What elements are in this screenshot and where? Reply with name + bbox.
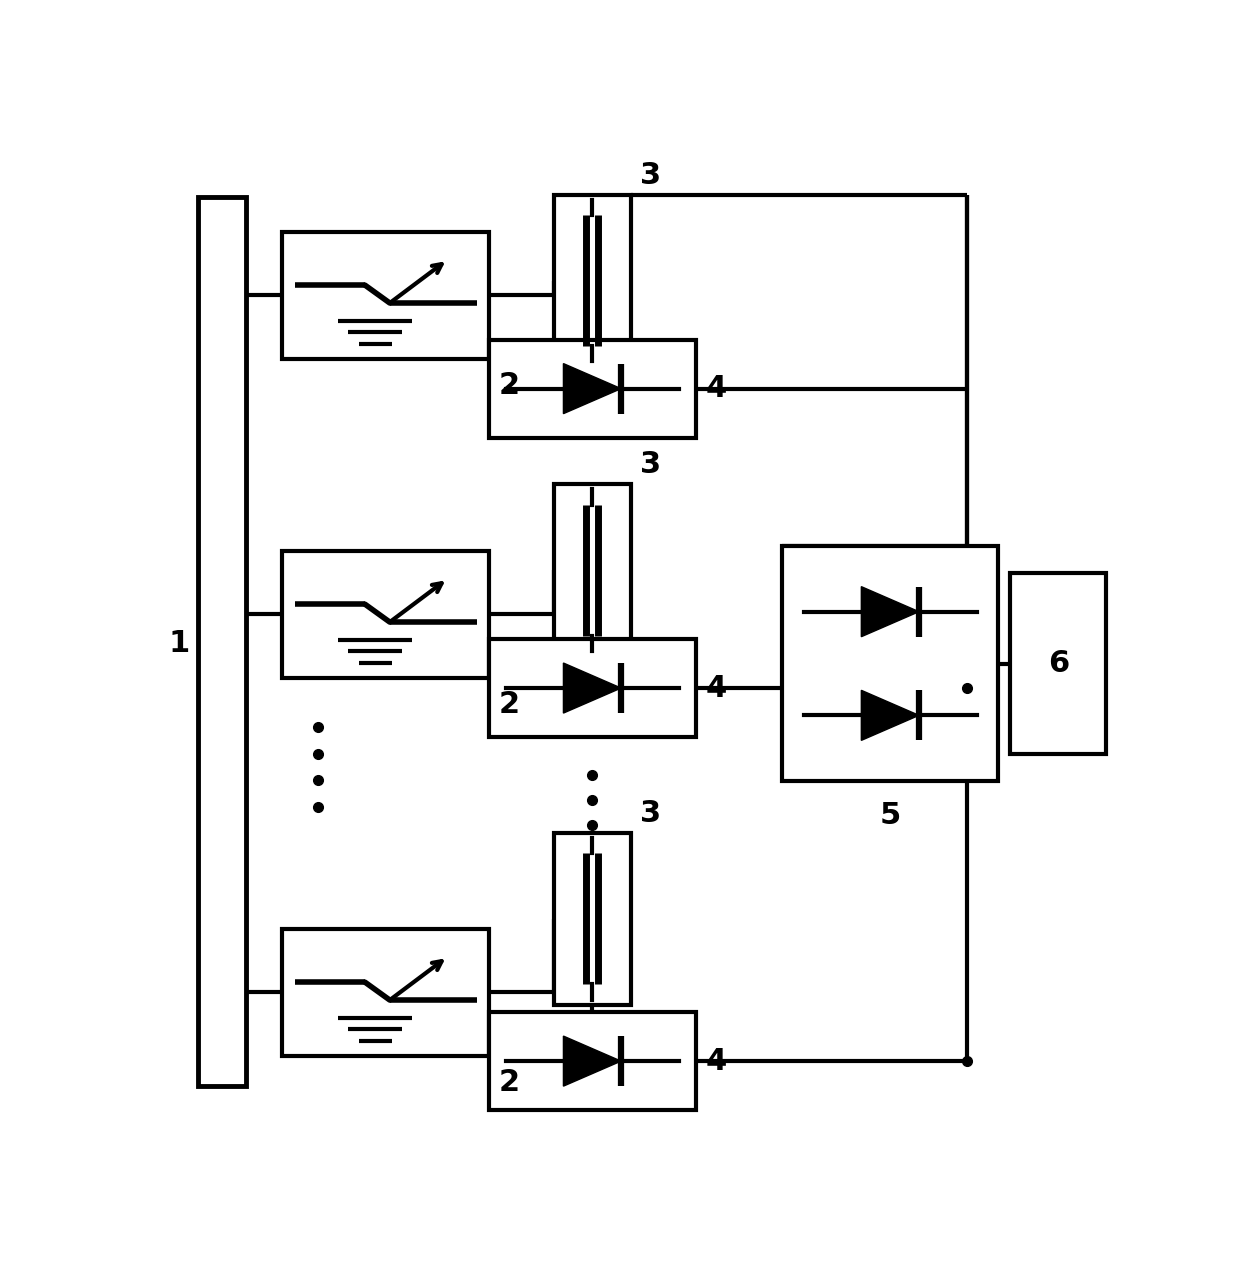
Bar bbox=[198, 198, 247, 1086]
Polygon shape bbox=[862, 586, 919, 636]
Bar bbox=[554, 833, 631, 1005]
Bar bbox=[489, 639, 696, 737]
Bar bbox=[283, 232, 489, 360]
Text: 3: 3 bbox=[640, 799, 661, 827]
Bar bbox=[489, 1012, 696, 1111]
Bar bbox=[283, 551, 489, 678]
Bar bbox=[283, 928, 489, 1056]
Polygon shape bbox=[563, 363, 621, 413]
Bar bbox=[554, 195, 631, 366]
Text: 3: 3 bbox=[640, 161, 661, 190]
Text: 4: 4 bbox=[706, 673, 727, 703]
Text: 5: 5 bbox=[879, 801, 900, 830]
Bar bbox=[1011, 572, 1106, 755]
Polygon shape bbox=[563, 663, 621, 713]
Bar bbox=[554, 484, 631, 657]
Polygon shape bbox=[862, 690, 919, 741]
Text: 4: 4 bbox=[706, 374, 727, 403]
Text: 1: 1 bbox=[169, 630, 190, 658]
Bar bbox=[782, 546, 998, 782]
Text: 2: 2 bbox=[498, 690, 520, 719]
Polygon shape bbox=[563, 1037, 621, 1086]
Text: 6: 6 bbox=[1048, 649, 1069, 678]
Text: 2: 2 bbox=[498, 1068, 520, 1096]
Text: 3: 3 bbox=[640, 450, 661, 479]
Text: 4: 4 bbox=[706, 1047, 727, 1076]
Bar bbox=[489, 339, 696, 437]
Text: 2: 2 bbox=[498, 371, 520, 400]
